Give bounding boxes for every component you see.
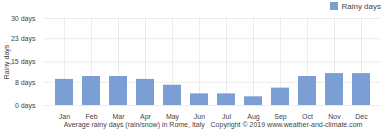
svg-text:23 days: 23 days xyxy=(11,35,36,43)
svg-text:Feb: Feb xyxy=(85,113,97,120)
svg-text:Average rainy days (rain/snow): Average rainy days (rain/snow) in Rome, … xyxy=(64,121,363,129)
svg-text:Aug: Aug xyxy=(247,113,260,121)
svg-text:Nov: Nov xyxy=(328,113,341,120)
svg-text:Jun: Jun xyxy=(194,113,205,120)
svg-text:15 days: 15 days xyxy=(11,58,36,66)
html-text:Rainy days: Rainy days xyxy=(341,1,381,11)
svg-text:Sep: Sep xyxy=(274,113,287,121)
svg-text:May: May xyxy=(165,113,180,121)
svg-text:0 days: 0 days xyxy=(15,102,36,110)
svg-text:Mar: Mar xyxy=(112,113,125,120)
svg-text:Rainy days: Rainy days xyxy=(3,44,11,79)
svg-text:30 days: 30 days xyxy=(11,15,36,23)
svg-text:Apr: Apr xyxy=(140,113,151,121)
svg-text:Oct: Oct xyxy=(302,113,313,120)
svg-text:8 days: 8 days xyxy=(15,79,36,87)
svg-text:Dec: Dec xyxy=(355,113,368,120)
svg-text:Jul: Jul xyxy=(222,113,231,120)
svg-text:Jan: Jan xyxy=(59,113,70,120)
